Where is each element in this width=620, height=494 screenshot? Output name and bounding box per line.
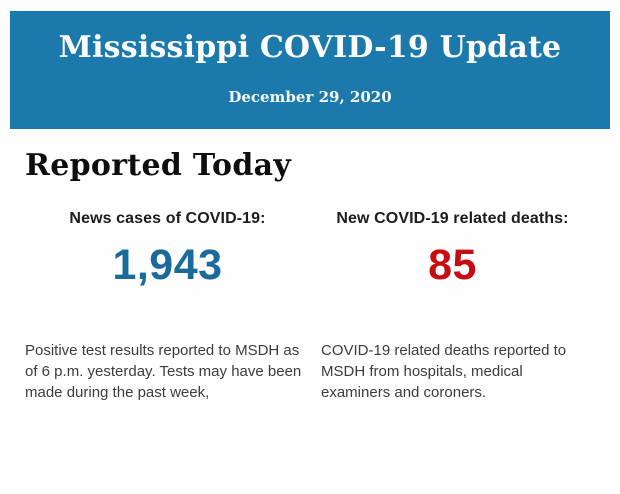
main-content: Reported Today News cases of COVID-19: 1…: [0, 148, 620, 403]
new-cases-description-col: Positive test results reported to MSDH a…: [25, 340, 310, 403]
descriptions-row: Positive test results reported to MSDH a…: [25, 340, 595, 403]
covid-update-page: Mississippi COVID-19 Update December 29,…: [0, 11, 620, 494]
new-deaths-description-col: COVID-19 related deaths reported to MSDH…: [310, 340, 595, 403]
new-deaths-description: COVID-19 related deaths reported to MSDH…: [321, 342, 567, 401]
new-deaths-value: 85: [428, 241, 477, 289]
stat-new-deaths: New COVID-19 related deaths: 85: [310, 210, 595, 290]
page-title: Mississippi COVID-19 Update: [58, 30, 562, 65]
new-deaths-label: New COVID-19 related deaths:: [336, 210, 569, 227]
stats-row: News cases of COVID-19: 1,943 New COVID-…: [25, 210, 595, 290]
header-banner: Mississippi COVID-19 Update December 29,…: [10, 11, 610, 129]
new-cases-value: 1,943: [112, 241, 223, 289]
new-cases-description: Positive test results reported to MSDH a…: [25, 342, 302, 401]
new-cases-label: News cases of COVID-19:: [69, 210, 266, 227]
report-date: December 29, 2020: [228, 88, 392, 106]
stat-new-cases: News cases of COVID-19: 1,943: [25, 210, 310, 290]
section-heading: Reported Today: [25, 148, 292, 183]
